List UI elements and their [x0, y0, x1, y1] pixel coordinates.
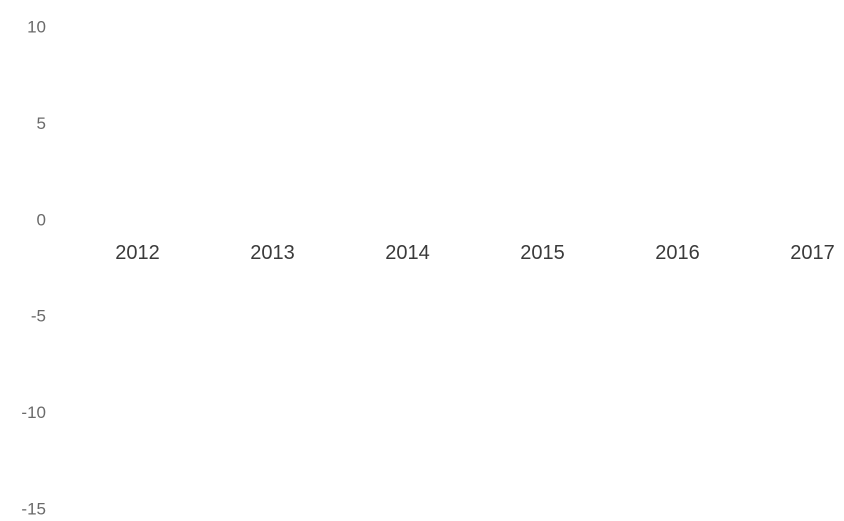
y-tick-label: -5 [31, 307, 46, 326]
x-tick-label: 2014 [385, 242, 430, 264]
x-tick-label: 2015 [520, 242, 565, 264]
y-tick-label: -10 [21, 403, 46, 422]
y-tick-label: -15 [21, 499, 46, 518]
x-tick-label: 2017 [790, 242, 835, 264]
x-tick-label: 2013 [250, 242, 295, 264]
x-tick-label: 2016 [655, 242, 700, 264]
y-tick-label: 10 [27, 17, 46, 36]
y-tick-label: 5 [37, 114, 46, 133]
y-tick-label: 0 [37, 210, 46, 229]
x-tick-label: 2012 [115, 242, 160, 264]
